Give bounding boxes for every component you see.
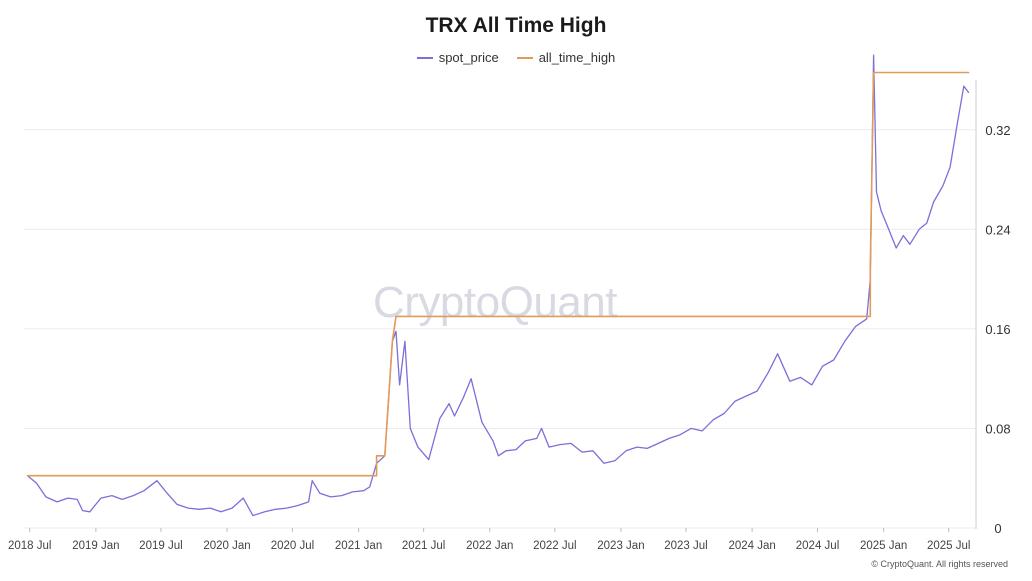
y-tick-label: 0.24 bbox=[985, 222, 1010, 237]
x-tick-label: 2021 Jul bbox=[402, 540, 445, 552]
watermark: CryptoQuant bbox=[373, 278, 617, 327]
y-tick-label: 0 bbox=[994, 521, 1001, 536]
x-tick-label: 2019 Jan bbox=[72, 540, 119, 552]
chart-title: TRX All Time High bbox=[425, 14, 607, 37]
legend: spot_price all_time_high bbox=[0, 50, 1032, 65]
x-tick-label: 2020 Jan bbox=[203, 540, 250, 552]
legend-label-spot-price: spot_price bbox=[438, 50, 499, 65]
axis-layer: 0 0.08 0.16 0.24 0.32 2018 Jul 2019 Jan 2019 Ju… bbox=[8, 80, 1011, 552]
x-tick-label: 2018 Jul bbox=[8, 540, 51, 552]
legend-swatch-all-time-high bbox=[516, 56, 533, 59]
y-tick-label: 0.32 bbox=[985, 123, 1010, 138]
x-tick-label: 2025 Jan bbox=[860, 540, 907, 552]
legend-item-spot-price[interactable]: spot_price bbox=[416, 50, 499, 65]
x-tick-label: 2025 Jul bbox=[927, 540, 970, 552]
x-tick-label: 2024 Jan bbox=[728, 540, 775, 552]
y-tick-label: 0.16 bbox=[985, 322, 1010, 337]
legend-item-all-time-high[interactable]: all_time_high bbox=[516, 50, 616, 65]
series-line-spot-price bbox=[26, 54, 970, 517]
legend-label-all-time-high: all_time_high bbox=[538, 50, 616, 65]
x-tick-label: 2020 Jul bbox=[271, 540, 314, 552]
x-tick-label: 2022 Jul bbox=[533, 540, 576, 552]
x-tick-label: 2022 Jan bbox=[466, 540, 513, 552]
y-tick-label: 0.08 bbox=[985, 421, 1010, 436]
copyright-text: © CryptoQuant. All rights reserved bbox=[871, 559, 1008, 569]
series-line-all-time-high bbox=[26, 71, 970, 477]
legend-swatch-spot-price bbox=[416, 56, 433, 59]
x-tick-label: 2019 Jul bbox=[139, 540, 182, 552]
x-tick-label: 2021 Jan bbox=[335, 540, 382, 552]
series-layer bbox=[26, 54, 970, 517]
grid-layer bbox=[24, 129, 976, 529]
x-tick-label: 2023 Jan bbox=[597, 540, 644, 552]
x-tick-label: 2024 Jul bbox=[796, 540, 839, 552]
x-tick-label: 2023 Jul bbox=[664, 540, 707, 552]
